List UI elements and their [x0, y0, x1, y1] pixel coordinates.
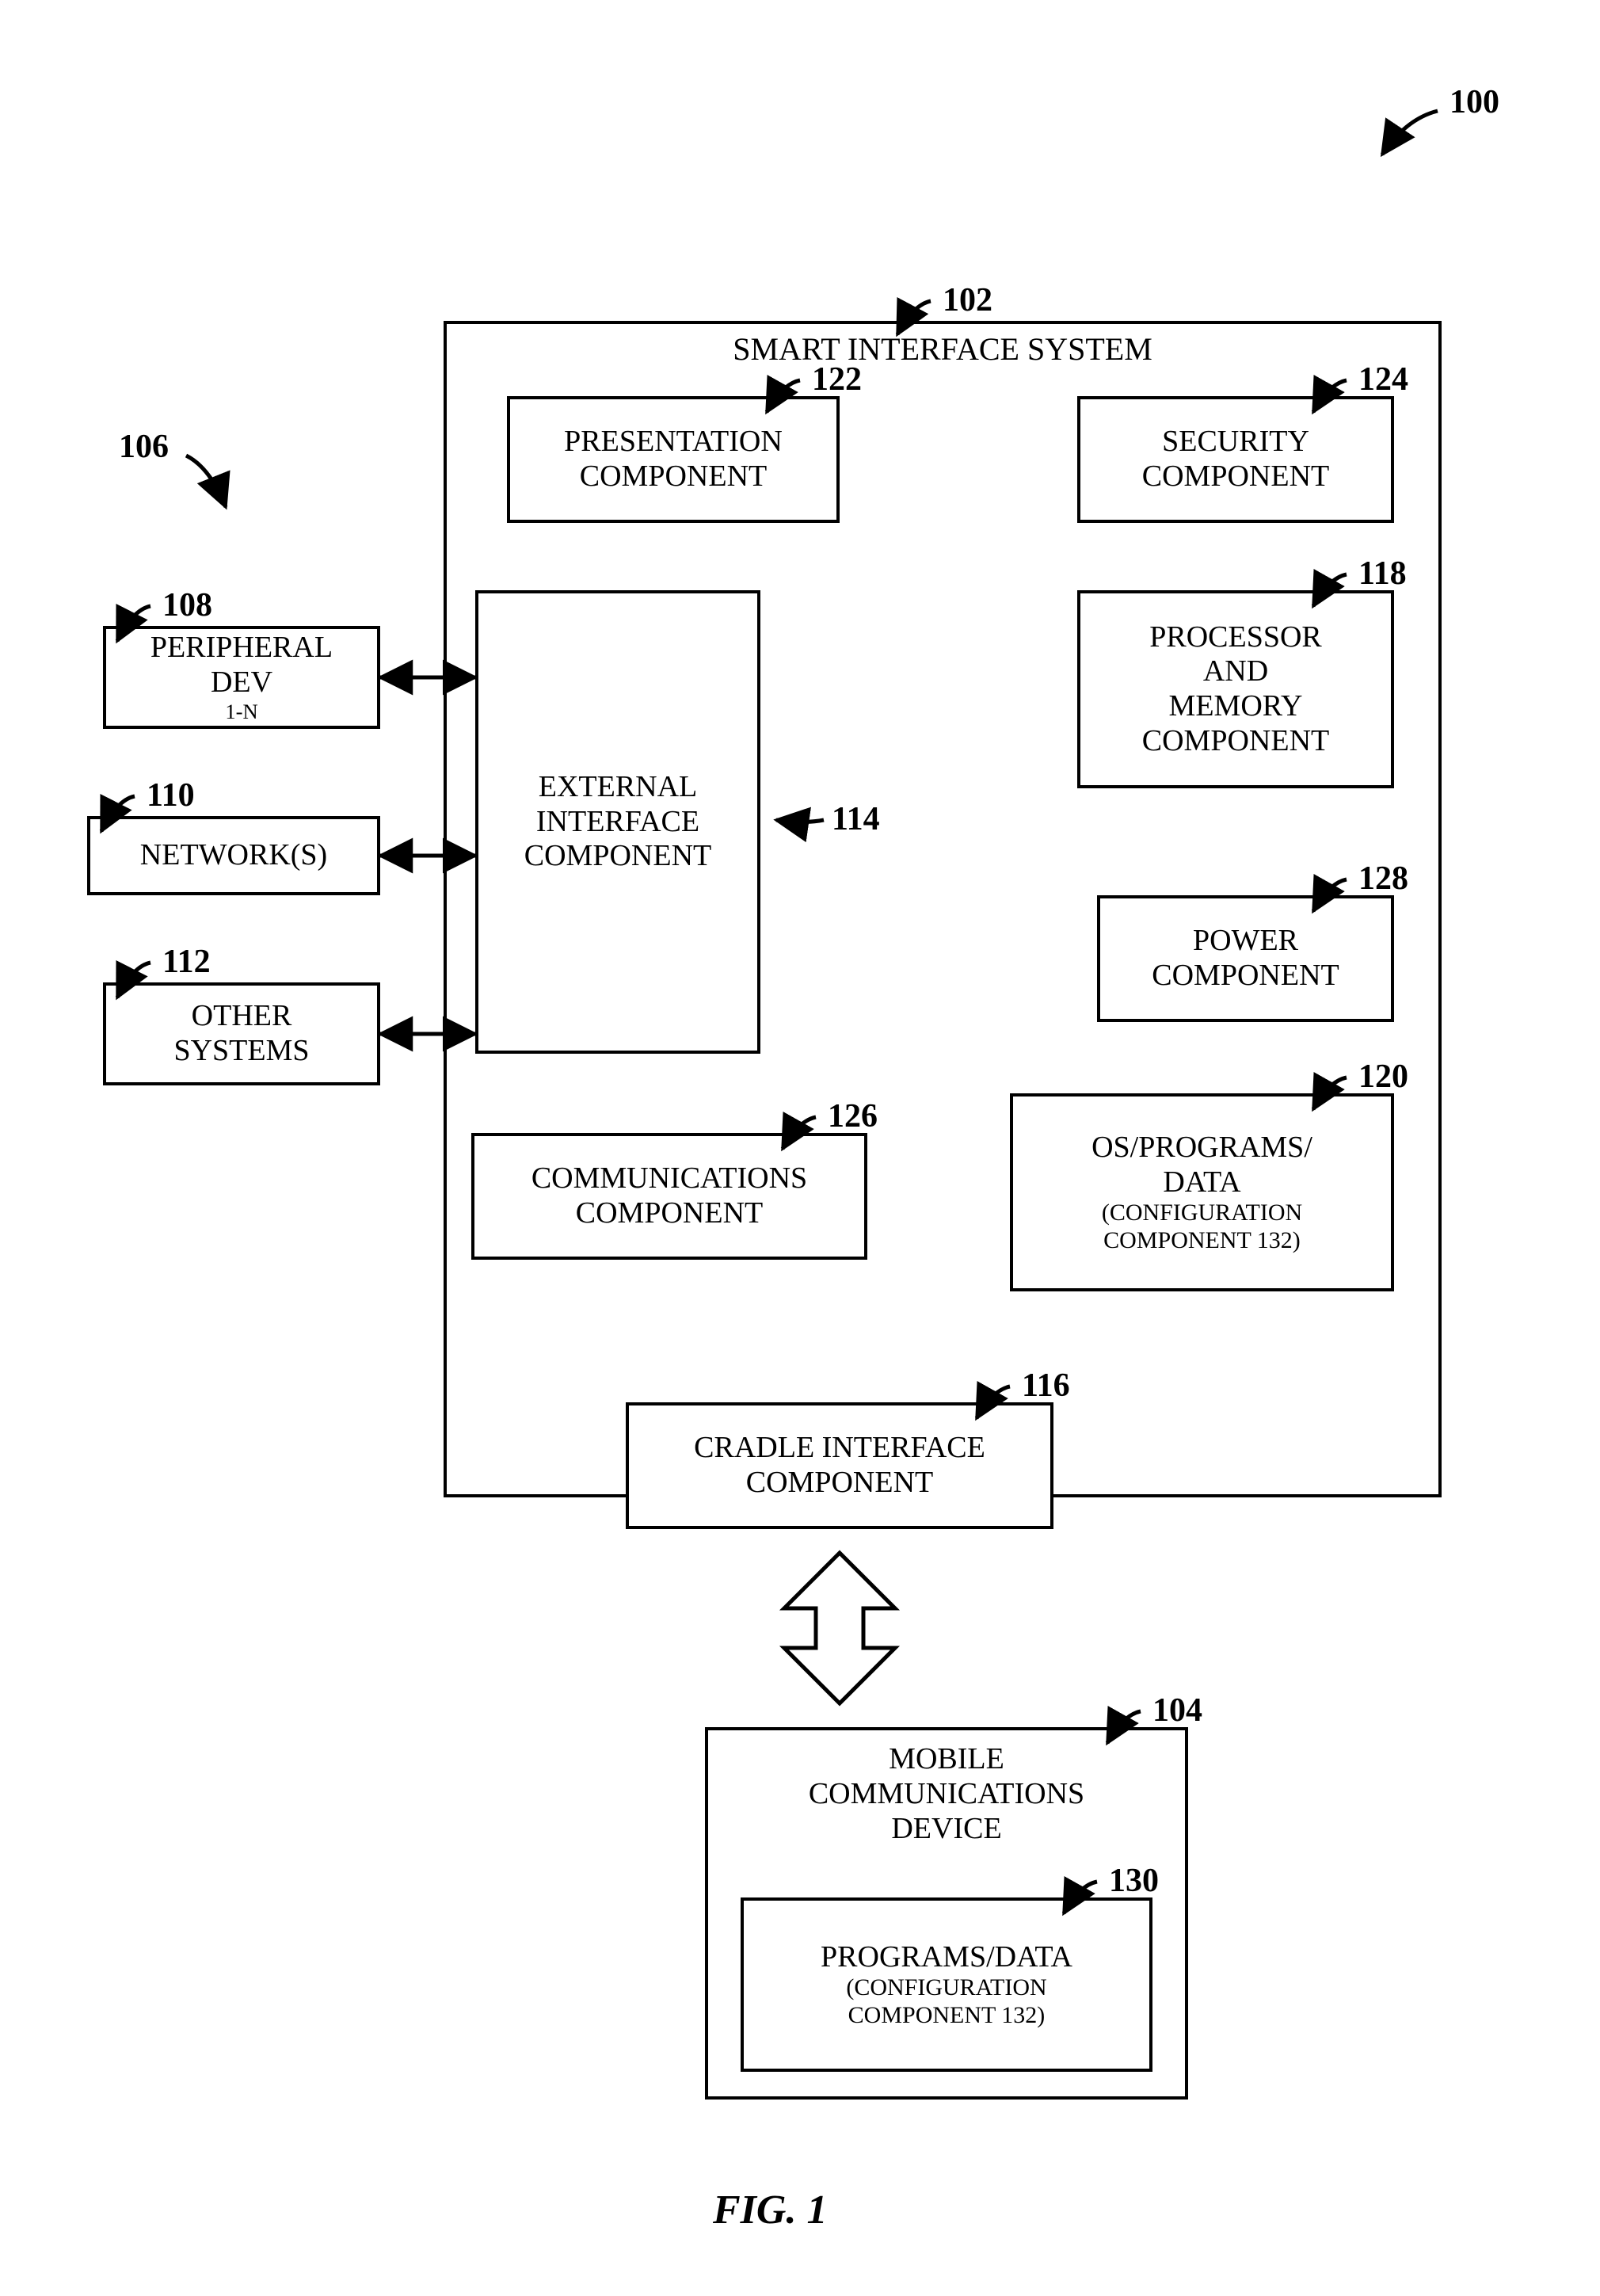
cradle-interface-component: CRADLE INTERFACECOMPONENT — [626, 1402, 1053, 1529]
communications-component: COMMUNICATIONSCOMPONENT — [471, 1133, 867, 1260]
peripheral-dev: PERIPHERALDEV1-N — [103, 626, 380, 729]
ref-110: 110 — [147, 776, 195, 814]
presentation-component: PRESENTATIONCOMPONENT — [507, 396, 840, 523]
system-title: SMART INTERFACE SYSTEM — [444, 330, 1442, 368]
figure-caption: FIG. 1 — [713, 2187, 827, 2233]
external-interface-component: EXTERNALINTERFACECOMPONENT — [475, 590, 760, 1054]
ref-124: 124 — [1358, 360, 1408, 399]
ref-108: 108 — [162, 586, 212, 624]
power-component: POWERCOMPONENT — [1097, 895, 1394, 1022]
ref-112: 112 — [162, 943, 211, 981]
ref-114: 114 — [832, 800, 880, 838]
ref-122: 122 — [812, 360, 862, 399]
ref-120: 120 — [1358, 1058, 1408, 1096]
ref-106: 106 — [119, 428, 169, 466]
ref-128: 128 — [1358, 860, 1408, 898]
programs-data: PROGRAMS/DATA(CONFIGURATIONCOMPONENT 132… — [741, 1897, 1152, 2072]
ref-102: 102 — [943, 281, 992, 319]
other-systems: OTHERSYSTEMS — [103, 982, 380, 1085]
ref-130: 130 — [1109, 1862, 1159, 1900]
ref-104: 104 — [1152, 1691, 1202, 1730]
security-component: SECURITYCOMPONENT — [1077, 396, 1394, 523]
networks: NETWORK(S) — [87, 816, 380, 895]
ref-118: 118 — [1358, 555, 1407, 593]
processor-memory-component: PROCESSORANDMEMORYCOMPONENT — [1077, 590, 1394, 788]
device-title: MOBILECOMMUNICATIONSDEVICE — [705, 1741, 1188, 1846]
ref-126: 126 — [828, 1097, 878, 1135]
ref-100: 100 — [1450, 83, 1499, 121]
ref-116: 116 — [1022, 1367, 1070, 1405]
os-programs-data-component: OS/PROGRAMS/DATA(CONFIGURATIONCOMPONENT … — [1010, 1093, 1394, 1291]
